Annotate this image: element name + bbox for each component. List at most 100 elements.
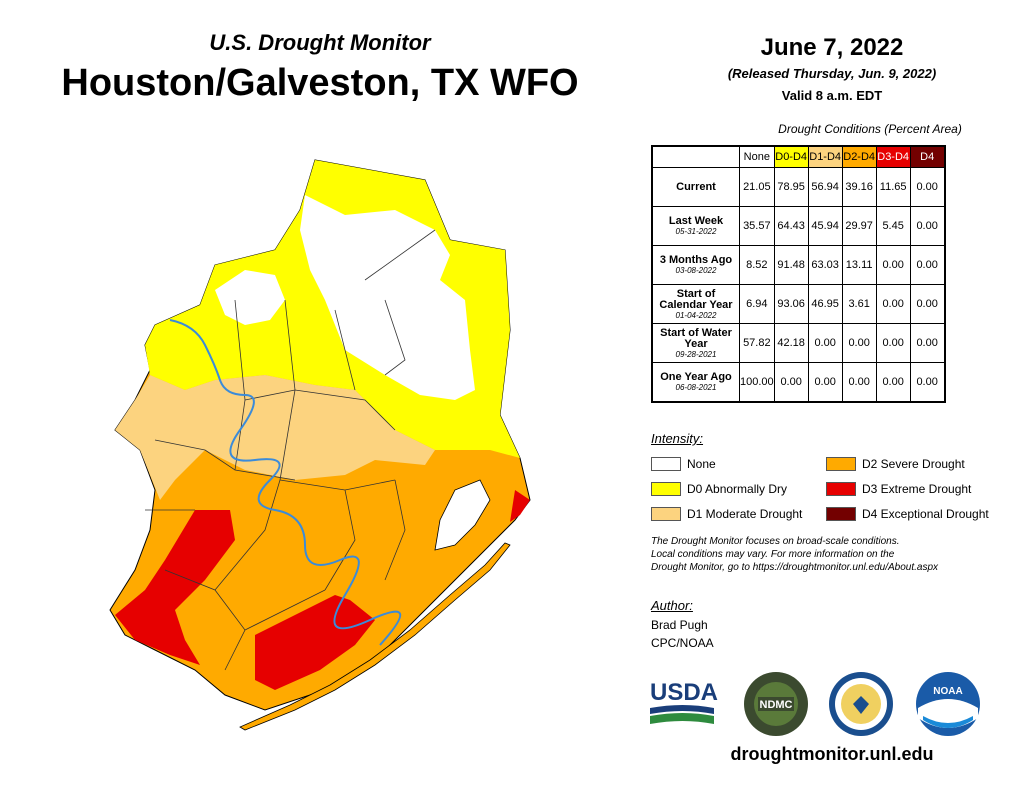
noaa-logo: NOAA bbox=[916, 672, 980, 736]
logos: USDA NDMC NOAA bbox=[650, 672, 980, 736]
table-cell: 21.05 bbox=[739, 167, 775, 207]
legend-item: D2 Severe Drought bbox=[826, 456, 965, 472]
legend-item: D3 Extreme Drought bbox=[826, 481, 971, 497]
table-cell: 0.00 bbox=[773, 362, 809, 403]
table-cell: 3.61 bbox=[841, 284, 877, 324]
table-cell: 29.97 bbox=[841, 206, 877, 246]
author-name: Brad Pugh bbox=[651, 618, 708, 632]
map-zone-none-2 bbox=[215, 270, 285, 325]
table-row: One Year Ago 06-08-2021 100.00 0.00 0.00 0.00… bbox=[651, 362, 946, 403]
row-label-text: One Year Ago bbox=[660, 371, 732, 383]
row-label-text: 3 Months Ago bbox=[659, 254, 733, 266]
row-label: Current bbox=[651, 167, 740, 207]
table-cell: 0.00 bbox=[875, 323, 911, 363]
table-cell: 39.16 bbox=[841, 167, 877, 207]
table-cell: 78.95 bbox=[773, 167, 809, 207]
table-cell: 11.65 bbox=[875, 167, 911, 207]
legend-title: Intensity: bbox=[651, 431, 704, 446]
row-label-date: 01-04-2022 bbox=[675, 310, 717, 320]
column-header: D4 bbox=[909, 145, 946, 168]
table-cell: 57.82 bbox=[739, 323, 775, 363]
row-label-text: Start of Water Year bbox=[660, 326, 732, 350]
disclaimer-line: The Drought Monitor focuses on broad-sca… bbox=[651, 536, 900, 547]
table-caption: Drought Conditions (Percent Area) bbox=[778, 122, 962, 136]
table-row: Start of Water Year 09-28-2021 57.82 42.18 0… bbox=[651, 323, 946, 363]
legend-swatch bbox=[826, 482, 856, 496]
legend-swatch bbox=[826, 457, 856, 471]
table-cell: 56.94 bbox=[807, 167, 843, 207]
barrier-island bbox=[239, 542, 511, 731]
galveston-bay bbox=[434, 479, 491, 551]
disclaimer-line: Local conditions may vary. For more info… bbox=[651, 549, 895, 560]
table-cell: 46.95 bbox=[807, 284, 843, 324]
table-cell: 6.94 bbox=[739, 284, 775, 324]
row-label-text: Current bbox=[676, 180, 716, 193]
row-label: Start of Water Year 09-28-2021 bbox=[651, 323, 740, 363]
row-label-date: 05-31-2022 bbox=[675, 227, 717, 236]
table-cell: 0.00 bbox=[909, 206, 946, 246]
row-label-date: 09-28-2021 bbox=[675, 349, 717, 359]
legend-label: D2 Severe Drought bbox=[862, 457, 965, 471]
legend-item: D0 Abnormally Dry bbox=[651, 481, 787, 497]
drought-map bbox=[109, 159, 531, 731]
column-header: D2-D4 bbox=[841, 145, 877, 168]
map-zone-d1 bbox=[115, 375, 435, 500]
usda-logo: USDA bbox=[650, 679, 718, 724]
legend-label: D0 Abnormally Dry bbox=[687, 482, 788, 496]
column-header: D3-D4 bbox=[875, 145, 911, 168]
map-title: Houston/Galveston, TX WFO bbox=[61, 62, 579, 104]
table-header-row: None D0-D4 D1-D4 D2-D4 D3-D4 D4 bbox=[652, 145, 946, 168]
usda-logo-text: USDA bbox=[650, 679, 718, 706]
table-corner-cell bbox=[652, 146, 740, 168]
author-org: CPC/NOAA bbox=[651, 636, 714, 650]
table-cell: 0.00 bbox=[909, 362, 946, 403]
table-cell: 35.57 bbox=[739, 206, 775, 246]
table-cell: 0.00 bbox=[875, 362, 911, 403]
table-cell: 100.00 bbox=[739, 362, 775, 403]
legend-swatch bbox=[826, 507, 856, 521]
table-row: Start of Calendar Year 01-04-2022 6.94 93.0… bbox=[651, 284, 946, 324]
website-link[interactable]: droughtmonitor.unl.edu bbox=[730, 744, 934, 764]
row-label-text: Start of Calendar Year bbox=[659, 287, 733, 311]
legend-item: D4 Exceptional Drought bbox=[826, 506, 989, 522]
table-cell: 42.18 bbox=[773, 323, 809, 363]
row-label: One Year Ago 06-08-2021 bbox=[651, 362, 740, 403]
column-header: D1-D4 bbox=[807, 145, 843, 168]
valid-time: Valid 8 a.m. EDT bbox=[781, 88, 883, 103]
table-cell: 0.00 bbox=[807, 323, 843, 363]
map-date: June 7, 2022 bbox=[760, 34, 904, 61]
map-zone-none bbox=[300, 195, 475, 400]
legend-swatch bbox=[651, 457, 681, 471]
table-cell: 93.06 bbox=[773, 284, 809, 324]
legend-swatch bbox=[651, 482, 681, 496]
table-cell: 0.00 bbox=[875, 245, 911, 285]
map-zone-d3-west bbox=[115, 510, 235, 665]
noaa-logo-text: NOAA bbox=[933, 686, 962, 697]
table-cell: 8.52 bbox=[739, 245, 775, 285]
table-cell: 0.00 bbox=[875, 284, 911, 324]
table-cell: 45.94 bbox=[807, 206, 843, 246]
table-row: 3 Months Ago 03-08-2022 8.52 91.48 63.03 13.1… bbox=[651, 245, 946, 285]
column-header: D0-D4 bbox=[773, 145, 809, 168]
ndmc-logo-text: NDMC bbox=[760, 699, 793, 711]
legend-label: D3 Extreme Drought bbox=[862, 482, 972, 496]
legend-label: None bbox=[687, 457, 716, 471]
table-cell: 0.00 bbox=[909, 167, 946, 207]
river bbox=[169, 319, 402, 646]
legend-label: D1 Moderate Drought bbox=[687, 507, 803, 521]
row-label: Start of Calendar Year 01-04-2022 bbox=[651, 284, 740, 324]
legend-swatch bbox=[651, 507, 681, 521]
table-cell: 91.48 bbox=[773, 245, 809, 285]
county-boundaries bbox=[145, 229, 436, 671]
table-cell: 0.00 bbox=[841, 362, 877, 403]
table-cell: 0.00 bbox=[909, 245, 946, 285]
disclaimer: The Drought Monitor focuses on broad-sca… bbox=[651, 535, 1011, 574]
legend-label: D4 Exceptional Drought bbox=[862, 507, 989, 521]
table-cell: 0.00 bbox=[841, 323, 877, 363]
table-cell: 13.11 bbox=[841, 245, 877, 285]
table-row: Current 21.05 78.95 56.94 39.16 11.65 0.00 bbox=[651, 167, 946, 207]
map-zone-d3-east bbox=[510, 490, 530, 522]
map-subtitle: U.S. Drought Monitor bbox=[209, 30, 431, 55]
row-label: 3 Months Ago 03-08-2022 bbox=[651, 245, 740, 285]
table-cell: 0.00 bbox=[807, 362, 843, 403]
